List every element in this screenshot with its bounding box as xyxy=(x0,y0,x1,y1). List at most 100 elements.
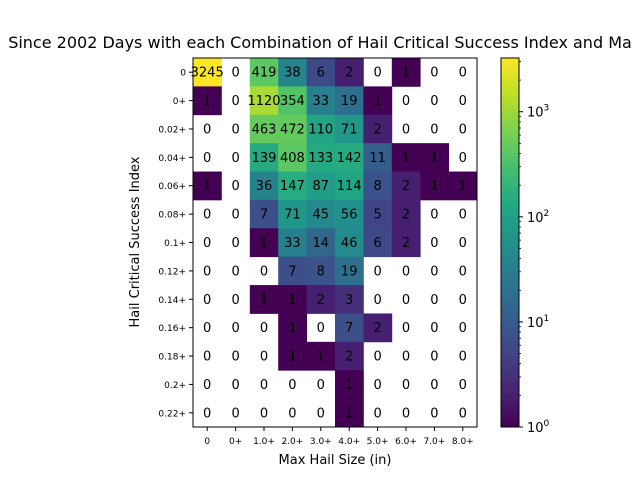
y-tick-label: 0.08+ xyxy=(158,211,186,221)
cell-value-label: 2 xyxy=(402,179,410,194)
heatmap-cell xyxy=(306,228,336,258)
cell-value-label: 0 xyxy=(459,378,467,393)
cell-value-label: 0 xyxy=(430,293,438,308)
heatmap-cell xyxy=(420,171,449,201)
cell-value-label: 0 xyxy=(231,293,239,308)
cell-value-label: 0 xyxy=(402,378,410,393)
x-tick-label: 5.0+ xyxy=(367,437,389,447)
cell-value-label: 0 xyxy=(231,179,239,194)
cell-value-label: 1 xyxy=(288,350,296,365)
cell-value-label: 45 xyxy=(313,208,330,223)
cell-value-label: 5 xyxy=(373,208,381,223)
cell-value-label: 19 xyxy=(341,264,358,279)
cell-value-label: 1 xyxy=(345,378,353,393)
cell-value-label: 0 xyxy=(459,264,467,279)
heatmap-cell xyxy=(278,86,307,116)
cell-value-label: 0 xyxy=(430,264,438,279)
cell-value-label: 2 xyxy=(402,208,410,223)
cell-value-label: 0 xyxy=(430,94,438,109)
heatmap-cell xyxy=(335,398,364,428)
heatmap-cell xyxy=(278,171,307,201)
colorbar-tick-label: 100 xyxy=(527,419,550,436)
cell-value-label: 142 xyxy=(337,151,362,166)
cell-value-label: 2 xyxy=(373,321,381,336)
cell-value-label: 0 xyxy=(373,350,381,365)
heatmap-cell xyxy=(278,256,307,286)
cell-value-label: 33 xyxy=(313,94,330,109)
x-tick-label: 3.0+ xyxy=(310,437,332,447)
y-tick-label: 0 xyxy=(180,69,186,79)
heatmap-cell xyxy=(363,313,393,343)
cell-value-label: 46 xyxy=(341,236,358,251)
cell-value-label: 0 xyxy=(231,66,239,81)
cell-value-label: 354 xyxy=(280,94,305,109)
cell-value-label: 71 xyxy=(341,122,358,137)
heatmap-cell xyxy=(335,313,364,343)
cell-value-label: 1 xyxy=(260,293,268,308)
cell-value-label: 36 xyxy=(256,179,273,194)
heatmap-cell xyxy=(391,199,421,229)
cell-value-label: 14 xyxy=(313,236,330,251)
y-tick-label: 0.18+ xyxy=(158,353,186,363)
cell-value-label: 0 xyxy=(203,264,211,279)
heatmap-cell xyxy=(306,143,336,172)
colorbar-tick-label: 103 xyxy=(527,104,549,121)
cell-value-label: 8 xyxy=(373,179,381,194)
cell-value-label: 114 xyxy=(337,179,362,194)
heatmap-cell xyxy=(363,199,393,229)
heatmap-cell xyxy=(335,256,364,286)
x-tick-label: 6.0+ xyxy=(395,437,417,447)
cell-value-label: 0 xyxy=(373,264,381,279)
heatmap-cell xyxy=(335,370,364,400)
cell-value-label: 0 xyxy=(459,66,467,81)
cell-value-label: 7 xyxy=(345,321,353,336)
cell-value-label: 1 xyxy=(459,179,467,194)
cell-value-label: 0 xyxy=(231,321,239,336)
heatmap-cell xyxy=(363,114,393,144)
heatmap-cell xyxy=(249,58,279,87)
x-tick-label: 1.0+ xyxy=(253,437,275,447)
cell-value-label: 0 xyxy=(203,208,211,223)
cell-value-label: 0 xyxy=(317,406,325,421)
heatmap-cell xyxy=(249,143,279,172)
cell-value-label: 0 xyxy=(203,151,211,166)
heatmap-cell xyxy=(249,228,279,258)
cell-value-label: 139 xyxy=(252,151,277,166)
cell-value-label: 0 xyxy=(231,122,239,137)
cell-value-label: 7 xyxy=(288,264,296,279)
heatmap-cell xyxy=(363,228,393,258)
cell-value-label: 71 xyxy=(284,208,301,223)
heatmap-cell xyxy=(335,171,364,201)
cell-value-label: 0 xyxy=(317,378,325,393)
cell-value-label: 1 xyxy=(260,236,268,251)
heatmap-cell xyxy=(278,199,307,229)
cell-value-label: 0 xyxy=(459,208,467,223)
x-axis-label: Max Hail Size (in) xyxy=(279,453,392,468)
cell-value-label: 0 xyxy=(430,350,438,365)
cell-value-label: 0 xyxy=(203,350,211,365)
cell-value-label: 147 xyxy=(280,179,305,194)
heatmap-cell xyxy=(391,58,421,87)
heatmap-cell xyxy=(335,285,364,314)
y-tick-label: 0.04+ xyxy=(158,154,186,164)
heatmap-cell xyxy=(363,86,393,116)
y-tick-label: 0.14+ xyxy=(158,296,186,306)
cell-value-label: 0 xyxy=(459,122,467,137)
heatmap-cell xyxy=(249,86,279,116)
cell-value-label: 1 xyxy=(402,66,410,81)
cell-value-label: 19 xyxy=(341,94,358,109)
cell-value-label: 0 xyxy=(402,264,410,279)
heatmap-cell xyxy=(278,228,307,258)
cell-value-label: 87 xyxy=(313,179,330,194)
cell-value-label: 0 xyxy=(430,321,438,336)
colorbar-tick-label: 101 xyxy=(527,314,549,331)
cell-value-label: 0 xyxy=(373,66,381,81)
heatmap-cell xyxy=(278,285,307,314)
x-tick-label: 0+ xyxy=(229,437,242,447)
cell-value-label: 6 xyxy=(317,66,325,81)
cell-value-label: 0 xyxy=(231,264,239,279)
cell-value-label: 0 xyxy=(373,406,381,421)
cell-value-label: 0 xyxy=(231,378,239,393)
heatmap-cell xyxy=(420,143,449,172)
